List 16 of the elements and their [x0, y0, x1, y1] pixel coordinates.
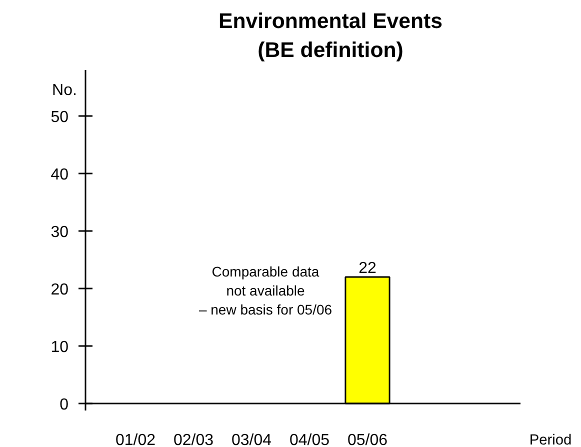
- x-tick-label: 04/05: [289, 432, 330, 447]
- y-axis-title: No.: [52, 82, 77, 99]
- y-tick-label: 50: [50, 109, 69, 126]
- annotation: Comparable data not available – new basis for 05/06: [198, 263, 332, 318]
- y-tick-label: 30: [50, 224, 69, 241]
- x-tick-label: 03/04: [231, 432, 272, 447]
- text: Period: [529, 432, 572, 447]
- chart-title: Environmental Events (BE definition): [218, 9, 443, 62]
- x-tick-label: 01/02: [115, 432, 156, 447]
- x-tick-label: 05/06: [347, 432, 388, 447]
- y-tick-label: 10: [50, 339, 69, 356]
- data-label: 22: [358, 260, 376, 277]
- y-tick-label: 20: [50, 282, 69, 298]
- y-tick-label: 40: [50, 166, 69, 184]
- x-tick-label: 02/03: [173, 432, 214, 447]
- y-tick-label: 0: [60, 396, 69, 414]
